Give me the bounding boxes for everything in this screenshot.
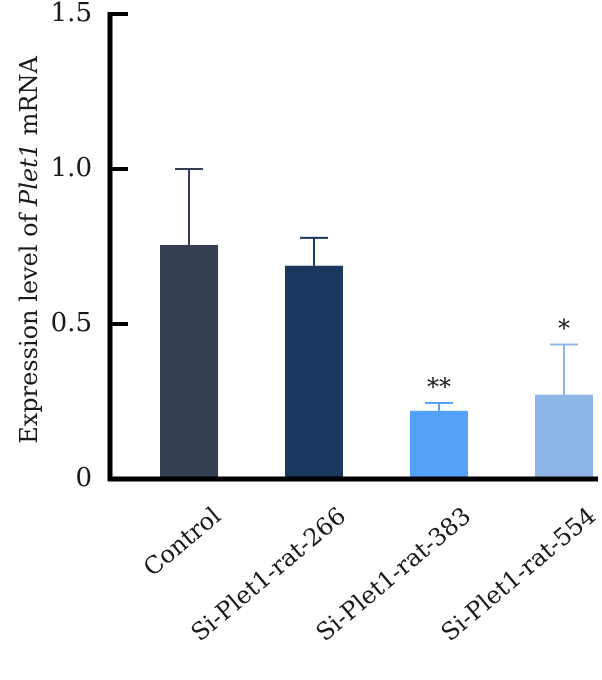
y-axis-title-gene: Plet1 [15,143,43,207]
y-axis-title-suffix: mRNA [15,56,43,143]
y-axis-title: Expression level of Plet1 mRNA [15,56,43,444]
y-tick-label-1: 0 [75,463,92,493]
bars-layer [160,244,593,479]
y-tick-label-4: 1.5 [51,0,92,28]
bar-3 [410,410,468,479]
svg-text:Expression level of Plet1 mRNA: Expression level of Plet1 mRNA [15,56,43,444]
bar-1 [160,244,218,479]
significance-label-4: * [558,314,570,342]
y-tick-label-2: 0.5 [51,308,92,338]
x-tick-label-1: Control [138,502,226,582]
axes-layer [107,12,598,482]
significance-layer: *** [427,314,570,401]
y-ticks-layer: 0 0.5 1.0 1.5 [51,0,128,493]
bar-4 [535,394,593,479]
y-axis-title-prefix: Expression level of [15,206,43,444]
y-tick-label-3: 1.0 [51,153,92,183]
error-bars-layer [175,168,578,411]
x-labels-layer: ControlSi-Plet1-rat-266Si-Plet1-rat-383S… [138,502,601,647]
bar-2 [285,265,343,479]
significance-label-3: ** [427,373,451,401]
